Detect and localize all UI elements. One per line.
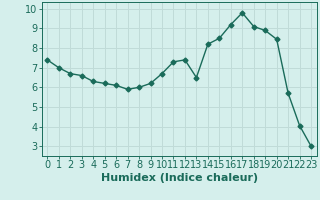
X-axis label: Humidex (Indice chaleur): Humidex (Indice chaleur) (100, 173, 258, 183)
